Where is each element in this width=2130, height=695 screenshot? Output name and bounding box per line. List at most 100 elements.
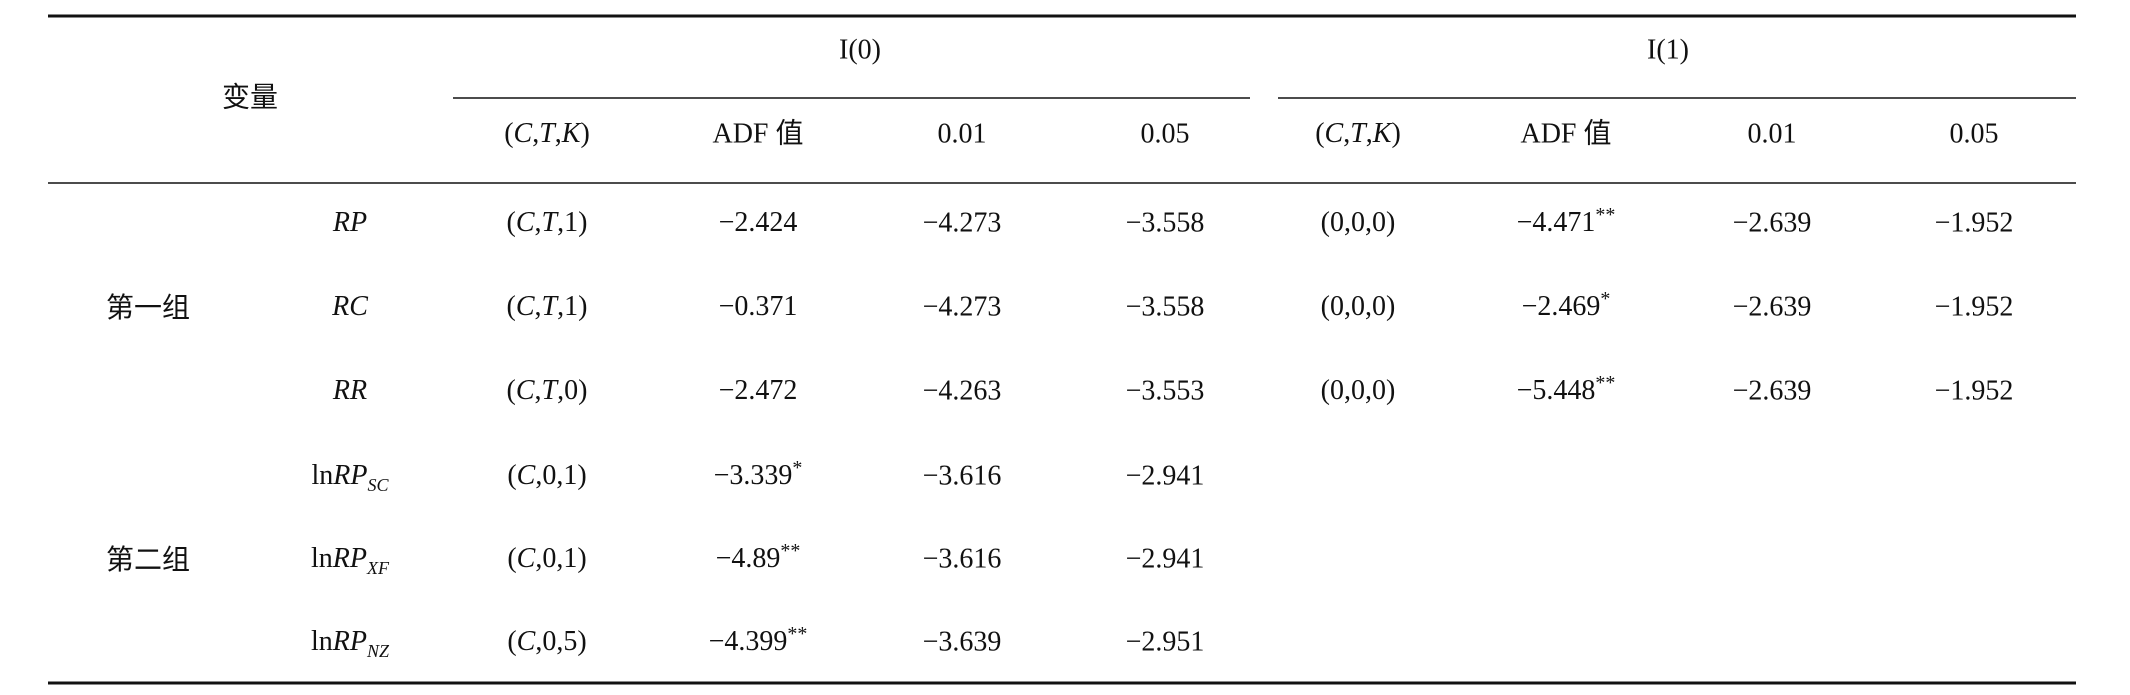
cell: −3.558 [1126, 291, 1205, 322]
spec-char: ( [1315, 118, 1324, 149]
spec-char: , [1365, 291, 1372, 322]
spec-char: K [1372, 118, 1393, 149]
variable-subscript: XF [366, 558, 390, 578]
spec-char: C [516, 291, 535, 322]
spec-char: , [532, 118, 539, 149]
spec-char: , [555, 118, 562, 149]
group-label: 第二组 [106, 543, 190, 576]
variable-prefix: ln [311, 626, 333, 657]
variable: lnRPXF [311, 543, 390, 578]
cell: (0,0,0) [1321, 291, 1396, 322]
spec-char: , [1344, 207, 1351, 238]
spec-char: , [535, 626, 542, 657]
spec-char: ) [1386, 207, 1395, 238]
spec-char: ) [577, 626, 586, 657]
cell: −3.558 [1126, 207, 1205, 238]
spec-char: ( [1321, 291, 1330, 322]
variable: lnRPNZ [311, 626, 390, 661]
spec-char: , [557, 207, 564, 238]
column-header: 0.05 [1950, 118, 1999, 149]
cell: −2.639 [1733, 291, 1812, 322]
column-header: ADF 值 [712, 117, 803, 149]
adf-value: −2.472 [719, 375, 798, 406]
column-header: ADF 值 [1520, 117, 1611, 149]
group-label: 第一组 [106, 291, 190, 324]
spec-char: 0 [1351, 375, 1365, 406]
adf-number: −4.89 [716, 543, 781, 574]
spec-char: 0 [1372, 207, 1386, 238]
cell: −4.273 [923, 291, 1002, 322]
spec-char: 1 [563, 460, 577, 491]
column-header: 0.05 [1141, 118, 1190, 149]
cell: −1.952 [1935, 291, 2014, 322]
spec-char: T [542, 207, 560, 238]
variable: RR [332, 375, 367, 406]
variable-subscript: NZ [366, 641, 390, 661]
spec-char: C [516, 375, 535, 406]
spec-char: , [556, 460, 563, 491]
cell: −3.616 [923, 543, 1002, 574]
spec-char: C [517, 626, 536, 657]
header-variable: 变量 [222, 81, 278, 113]
spec-char: 0 [542, 460, 556, 491]
spec-char: , [535, 291, 542, 322]
spec-char: T [539, 118, 557, 149]
cell: −2.951 [1126, 626, 1205, 657]
cell: −4.273 [923, 207, 1002, 238]
variable-prefix: ln [311, 460, 333, 491]
spec-char: T [542, 291, 560, 322]
cell: −1.952 [1935, 375, 2014, 406]
spec-char: , [1344, 291, 1351, 322]
significance: ** [780, 540, 800, 562]
spec-char: ) [1391, 118, 1400, 149]
cell: (C,0,1) [507, 543, 586, 574]
spec-char: 5 [563, 626, 577, 657]
spec-char: ) [578, 375, 587, 406]
cell: (C,T,0) [507, 375, 588, 406]
spec-char: ( [1321, 375, 1330, 406]
significance: * [792, 457, 802, 479]
spec-char: 0 [1372, 375, 1386, 406]
spec-char: ( [507, 460, 516, 491]
spec-char: , [1365, 207, 1372, 238]
spec-char: 0 [1330, 291, 1344, 322]
cell: −1.952 [1935, 207, 2014, 238]
spec-char: C [1325, 118, 1344, 149]
significance: ** [1595, 204, 1615, 226]
cell: −2.639 [1733, 207, 1812, 238]
spec-char: ( [507, 375, 516, 406]
spec-char: ( [507, 626, 516, 657]
spec-char: C [514, 118, 533, 149]
spec-char: ) [1386, 375, 1395, 406]
significance: ** [1595, 372, 1615, 394]
cell: (C,0,1) [507, 460, 586, 491]
variable-name: RP [332, 460, 367, 491]
adf-number: −3.339 [714, 460, 793, 491]
group-title: I(1) [1647, 34, 1689, 65]
spec-char: , [1366, 118, 1373, 149]
adf-value: −4.399** [709, 623, 808, 658]
adf-number: −4.399 [709, 626, 788, 657]
spec-char: ( [507, 291, 516, 322]
adf-number: −4.471 [1517, 207, 1596, 238]
spec-char: , [557, 291, 564, 322]
spec-char: , [1343, 118, 1350, 149]
spec-char: 0 [564, 375, 578, 406]
cell: −3.553 [1126, 375, 1205, 406]
adf-number: −0.371 [719, 291, 798, 322]
cell: (C,T,1) [507, 291, 588, 322]
spec-char: 0 [1330, 375, 1344, 406]
spec-char: , [556, 543, 563, 574]
spec-char: 0 [1351, 207, 1365, 238]
adf-number: −2.469 [1522, 291, 1601, 322]
spec-char: T [542, 375, 560, 406]
spec-char: K [561, 118, 582, 149]
spec-char: ) [1386, 291, 1395, 322]
spec-char: ( [504, 118, 513, 149]
cell: −3.639 [923, 626, 1002, 657]
adf-number: −2.472 [719, 375, 798, 406]
spec-char: ) [577, 460, 586, 491]
spec-char: , [535, 543, 542, 574]
cell: (0,0,0) [1321, 207, 1396, 238]
